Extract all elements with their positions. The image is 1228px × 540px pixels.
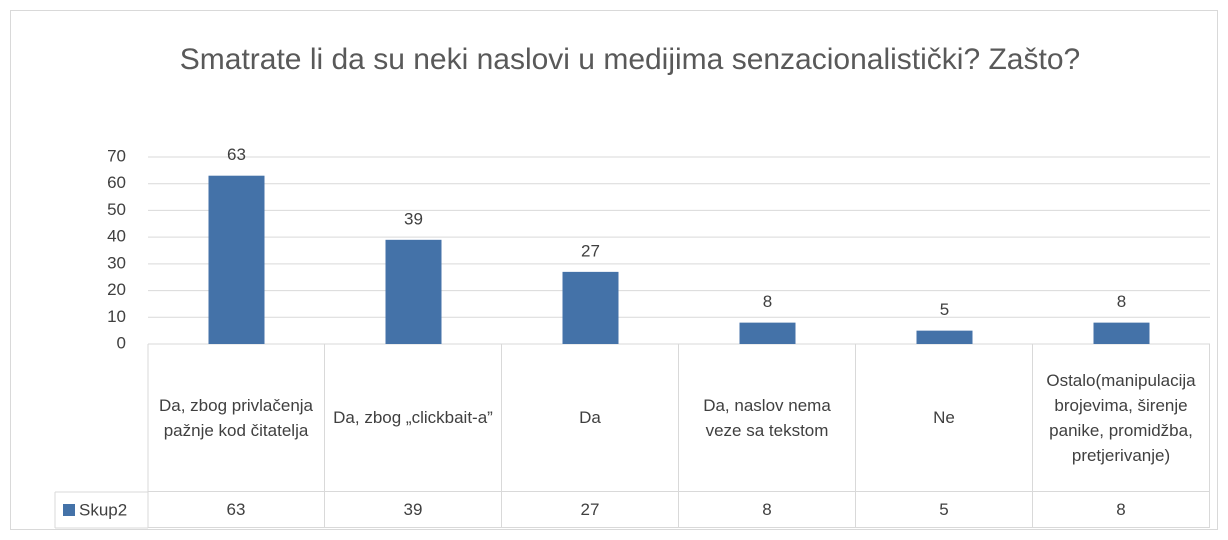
y-tick-label: 10 <box>107 307 126 326</box>
y-tick-label: 40 <box>107 227 126 246</box>
data-label: 63 <box>227 145 246 164</box>
value-cell: 27 <box>502 492 679 528</box>
data-label: 27 <box>581 241 600 260</box>
y-tick-label: 70 <box>107 146 126 165</box>
value-cell: 5 <box>856 492 1033 528</box>
bar <box>385 239 442 344</box>
value-cell: 8 <box>679 492 856 528</box>
y-tick-label: 20 <box>107 280 126 299</box>
legend-swatch <box>63 504 75 516</box>
y-tick-label: 30 <box>107 253 126 272</box>
bar <box>562 271 619 344</box>
category-cell: Da <box>502 344 679 492</box>
category-cell: Ostalo(manipulacija brojevima, širenje p… <box>1033 344 1210 492</box>
category-cell: Ne <box>856 344 1033 492</box>
y-tick-label: 60 <box>107 173 126 192</box>
category-cell: Da, zbog „clickbait-a” <box>325 344 502 492</box>
bar <box>739 322 796 344</box>
data-label: 39 <box>404 209 423 228</box>
chart-border <box>10 10 1218 530</box>
legend-label: Skup2 <box>79 500 127 519</box>
value-cell: 8 <box>1033 492 1210 528</box>
chart-title: Smatrate li da su neki naslovi u medijim… <box>179 43 1081 76</box>
bar <box>916 330 973 344</box>
category-cell: Da, naslov nema veze sa tekstom <box>679 344 856 492</box>
value-cell: 39 <box>325 492 502 528</box>
category-cell: Da, zbog privlačenja pažnje kod čitatelj… <box>148 344 325 492</box>
bar <box>208 175 265 344</box>
value-cell: 63 <box>148 492 325 528</box>
data-label: 5 <box>940 300 949 319</box>
y-tick-label: 50 <box>107 200 126 219</box>
bar <box>1093 322 1150 344</box>
data-label: 8 <box>763 292 772 311</box>
y-tick-label: 0 <box>117 333 126 352</box>
data-label: 8 <box>1117 292 1126 311</box>
